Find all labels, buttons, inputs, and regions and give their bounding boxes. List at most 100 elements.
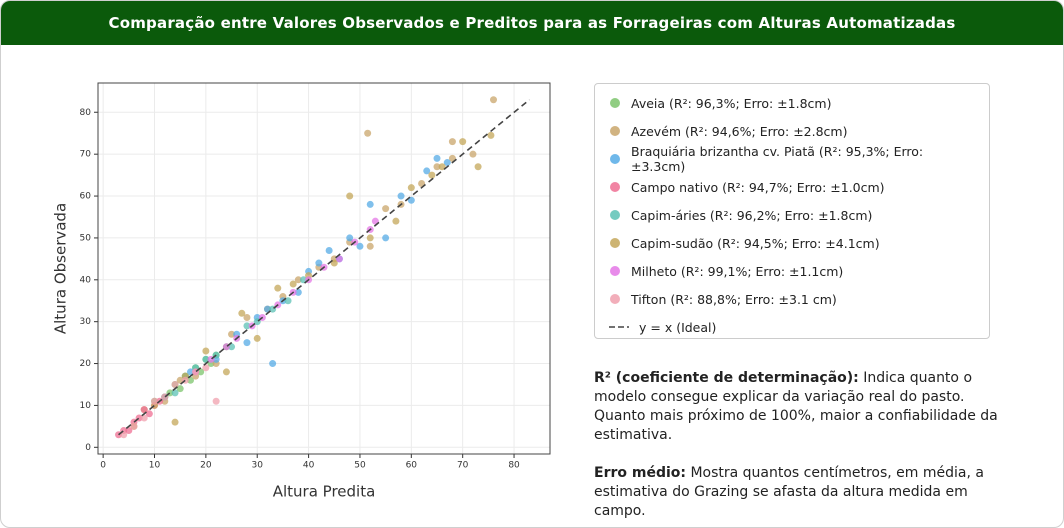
- point: [294, 276, 302, 284]
- legend: Aveia (R²: 96,3%; Erro: ±1.8cm) Azevém (R…: [594, 83, 990, 339]
- point: [140, 406, 148, 414]
- y-tick-label: 20: [80, 359, 92, 369]
- point: [274, 284, 282, 292]
- x-tick-label: 20: [200, 461, 212, 471]
- y-tick-label: 50: [80, 233, 92, 243]
- y-tick-label: 60: [80, 192, 92, 202]
- legend-marker: [610, 154, 620, 164]
- point: [269, 360, 277, 368]
- x-tick-label: 60: [406, 461, 418, 471]
- point: [202, 347, 210, 355]
- legend-label: Capim-sudão (R²: 94,5%; Erro: ±4.1cm): [631, 235, 880, 251]
- x-tick-label: 70: [457, 461, 469, 471]
- point: [346, 192, 354, 200]
- point: [289, 280, 297, 288]
- point: [428, 171, 436, 179]
- legend-label: Milheto (R²: 99,1%; Erro: ±1.1cm): [631, 263, 844, 279]
- legend-marker: [610, 238, 620, 248]
- legend-marker: [610, 210, 620, 220]
- point: [171, 389, 179, 397]
- point: [212, 397, 220, 405]
- point: [356, 242, 364, 250]
- y-tick-label: 40: [80, 275, 92, 285]
- x-tick-label: 50: [354, 461, 366, 471]
- legend-dot: [610, 126, 620, 136]
- y-tick-label: 0: [85, 443, 91, 453]
- y-tick-label: 30: [80, 317, 92, 327]
- reference-line: [118, 99, 530, 436]
- legend-marker: [609, 326, 629, 328]
- legend-label: Capim-áries (R²: 96,2%; Erro: ±1.8cm): [631, 207, 873, 223]
- legend-entry: Braquiária brizantha cv. Piatã (R²: 95,3…: [609, 144, 975, 174]
- note: Erro médio: Mostra quantos centímetros, …: [594, 464, 1004, 521]
- point: [243, 339, 251, 347]
- point: [315, 259, 323, 267]
- note-text: Indica quanto o modelo consegue explicar…: [594, 370, 998, 443]
- point: [443, 159, 451, 167]
- legend-entry: Capim-áries (R²: 96,2%; Erro: ±1.8cm): [609, 201, 975, 229]
- header-title: Comparação entre Valores Observados e Pr…: [1, 1, 1063, 45]
- point: [222, 368, 230, 376]
- legend-label: y = x (Ideal): [639, 319, 717, 335]
- legend-label: Azevém (R²: 94,6%; Erro: ±2.8cm): [631, 123, 848, 139]
- legend-entry: Capim-sudão (R²: 94,5%; Erro: ±4.1cm): [609, 229, 975, 257]
- point: [176, 385, 184, 393]
- note-text: Mostra quantos centímetros, em média, a …: [594, 465, 984, 519]
- x-tick-label: 80: [508, 461, 520, 471]
- point: [243, 313, 251, 321]
- point: [238, 309, 246, 317]
- legend-dot: [610, 182, 620, 192]
- point: [433, 163, 441, 171]
- point: [366, 200, 374, 208]
- point: [487, 131, 495, 139]
- point: [490, 96, 497, 104]
- legend-label: Tifton (R²: 88,8%; Erro: ±3.1 cm): [631, 291, 837, 307]
- legend-entry: Aveia (R²: 96,3%; Erro: ±1.8cm): [609, 89, 975, 117]
- y-axis-label: Altura Observada: [52, 203, 70, 334]
- point: [151, 397, 158, 405]
- point: [392, 217, 400, 225]
- point: [186, 376, 194, 384]
- point: [130, 422, 138, 430]
- x-tick-label: 0: [100, 461, 106, 471]
- point: [202, 364, 210, 372]
- point: [382, 205, 390, 213]
- point: [423, 167, 431, 175]
- point: [474, 163, 482, 171]
- legend-marker: [610, 294, 620, 304]
- legend-entry: y = x (Ideal): [609, 313, 975, 341]
- y-tick-label: 80: [80, 108, 92, 118]
- legend-dot: [610, 266, 620, 276]
- legend-dot: [610, 294, 620, 304]
- point: [366, 242, 374, 250]
- point: [243, 322, 251, 330]
- point: [294, 288, 302, 296]
- legend-label: Campo nativo (R²: 94,7%; Erro: ±1.0cm): [631, 179, 885, 195]
- legend-dot: [610, 98, 620, 108]
- point: [407, 184, 415, 192]
- point: [145, 410, 153, 418]
- y-tick-label: 10: [80, 401, 92, 411]
- legend-marker: [610, 182, 620, 192]
- point: [364, 129, 372, 137]
- x-axis-label: Altura Predita: [273, 483, 376, 501]
- legend-marker: [610, 98, 620, 108]
- legend-dot: [610, 238, 620, 248]
- legend-label: Braquiária brizantha cv. Piatã (R²: 95,3…: [631, 144, 924, 174]
- legend-dot: [610, 154, 620, 164]
- point: [433, 154, 441, 162]
- note-term: R² (coeficiente de determinação):: [594, 370, 859, 386]
- note-term: Erro médio:: [594, 465, 686, 481]
- legend-entry: Campo nativo (R²: 94,7%; Erro: ±1.0cm): [609, 173, 975, 201]
- point: [346, 234, 354, 242]
- point: [469, 150, 477, 158]
- point: [325, 246, 333, 254]
- point: [253, 334, 261, 342]
- legend-label: Aveia (R²: 96,3%; Erro: ±1.8cm): [631, 95, 832, 111]
- x-tick-label: 10: [149, 461, 161, 471]
- point: [366, 234, 374, 242]
- legend-entry: Tifton (R²: 88,8%; Erro: ±3.1 cm): [609, 285, 975, 313]
- point: [448, 138, 456, 146]
- chart: 0 10 20 30 40 50 60 70 80 0 10 20 30 40 50 60 70 80 Altura…: [52, 82, 551, 501]
